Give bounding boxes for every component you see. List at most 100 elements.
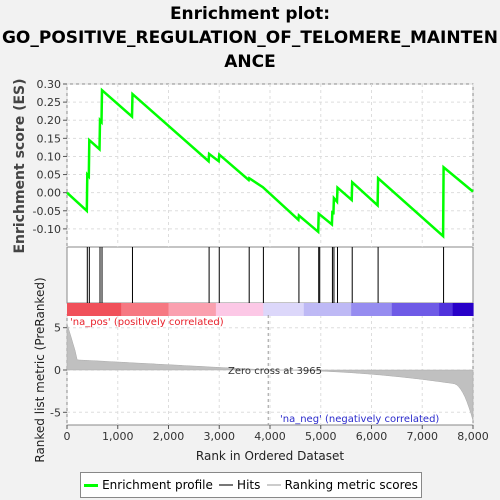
color-bar-segment bbox=[330, 303, 339, 316]
es-tick-label: -0.10 bbox=[33, 223, 61, 236]
color-bar-segment bbox=[391, 303, 400, 316]
color-bar-segment bbox=[283, 303, 291, 316]
x-tick-label: 7,000 bbox=[407, 430, 439, 443]
color-bar-segment bbox=[371, 303, 379, 316]
metric-tick-label: -5 bbox=[50, 406, 61, 419]
color-bar-segment bbox=[324, 303, 332, 316]
color-bar-segment bbox=[73, 303, 82, 316]
x-tick-label: 4,000 bbox=[254, 430, 286, 443]
color-bar-segment bbox=[127, 303, 136, 316]
x-axis-label: Rank in Ordered Dataset bbox=[196, 449, 344, 463]
es-tick-label: 0.25 bbox=[37, 96, 62, 109]
x-ticks: 0 1,000 2,000 3,000 4,000 5,000 6,000 7,000 8,00… bbox=[64, 425, 489, 443]
ranking-metric-area bbox=[66, 323, 474, 421]
es-tick-label: 0.20 bbox=[37, 114, 62, 127]
legend-label-profile: Enrichment profile bbox=[102, 478, 213, 492]
color-bar-segment bbox=[425, 303, 433, 316]
color-bar-segment bbox=[195, 303, 203, 316]
color-bar-segment bbox=[385, 303, 393, 316]
color-bar-segment bbox=[378, 303, 386, 316]
legend-item-metric: Ranking metric scores bbox=[266, 478, 418, 492]
color-bar-segment bbox=[202, 303, 210, 316]
color-bar-segment bbox=[141, 303, 149, 316]
color-bar-segment bbox=[215, 303, 224, 316]
chart-title: Enrichment plot: GO_POSITIVE_REGULATION_… bbox=[0, 2, 500, 74]
legend-swatch-metric bbox=[266, 484, 281, 486]
color-bar-segment bbox=[175, 303, 183, 316]
hits-panel bbox=[66, 246, 474, 304]
color-bar-segment bbox=[263, 303, 271, 316]
color-bar-segment bbox=[297, 303, 305, 316]
metric-tick-label: 0 bbox=[54, 364, 61, 377]
color-bar-segment bbox=[351, 303, 359, 316]
color-bar-segment bbox=[134, 303, 143, 316]
legend: Enrichment profile Hits Ranking metric s… bbox=[80, 472, 422, 498]
color-bar-segment bbox=[100, 303, 109, 316]
es-tick-label: 0.05 bbox=[37, 169, 62, 182]
metric-y-ticks: 5 0 -5 bbox=[50, 322, 67, 419]
metric-axis-label: Ranked list metric (PreRanked) bbox=[33, 277, 47, 462]
title-line-3: ANCE bbox=[224, 52, 276, 72]
rank-color-bar bbox=[67, 303, 474, 316]
es-axis-label: Enrichment score (ES) bbox=[12, 78, 28, 253]
color-bar-segment bbox=[154, 303, 163, 316]
es-grid bbox=[66, 83, 474, 247]
es-tick-label: 0.15 bbox=[37, 132, 62, 145]
x-tick-label: 6,000 bbox=[356, 430, 388, 443]
legend-swatch-profile bbox=[84, 483, 99, 487]
color-bar-segment bbox=[209, 303, 217, 316]
es-tick-label: 0.00 bbox=[37, 187, 62, 200]
zero-cross-label: Zero cross at 3965 bbox=[228, 366, 322, 377]
title-line-1: Enrichment plot: bbox=[169, 4, 331, 24]
color-bar-segment bbox=[310, 303, 318, 316]
color-bar-segment bbox=[249, 303, 258, 316]
color-bar-segment bbox=[161, 303, 170, 316]
es-y-ticks: 0.30 0.25 0.20 0.15 0.10 0.05 0.00 -0.05 -0.10 bbox=[33, 78, 67, 236]
color-bar-segment bbox=[236, 303, 244, 316]
color-bar-segment bbox=[182, 303, 190, 316]
x-tick-label: 2,000 bbox=[153, 430, 185, 443]
es-tick-label: 0.10 bbox=[37, 150, 62, 163]
color-bar-segment bbox=[80, 303, 88, 316]
color-bar-segment bbox=[67, 303, 75, 316]
color-bar-segment bbox=[459, 303, 467, 316]
x-tick-label: 3,000 bbox=[204, 430, 236, 443]
color-bar-segment bbox=[87, 303, 95, 316]
color-bar-segment bbox=[405, 303, 413, 316]
color-bar-segment bbox=[222, 303, 230, 316]
color-bar-segment bbox=[270, 303, 278, 316]
enrichment-profile-line bbox=[66, 87, 474, 239]
color-bar-segment bbox=[114, 303, 122, 316]
color-bar-segment bbox=[337, 303, 346, 316]
color-bar-segment bbox=[344, 303, 352, 316]
neg-correlated-label: 'na_neg' (negatively correlated) bbox=[280, 414, 439, 425]
legend-swatch-hits bbox=[219, 484, 234, 486]
color-bar-segment bbox=[357, 303, 366, 316]
legend-label-metric: Ranking metric scores bbox=[284, 478, 418, 492]
color-bar-segment bbox=[188, 303, 197, 316]
color-bar-segment bbox=[256, 303, 264, 316]
pos-correlated-label: 'na_pos' (positively correlated) bbox=[70, 317, 224, 328]
title-line-2: GO_POSITIVE_REGULATION_OF_TELOMERE_MAINT… bbox=[1, 28, 499, 48]
es-panel bbox=[66, 83, 474, 248]
x-tick-label: 0 bbox=[64, 430, 71, 443]
color-bar-segment bbox=[466, 303, 474, 316]
color-bar-segment bbox=[398, 303, 406, 316]
color-bar-segment bbox=[290, 303, 298, 316]
color-bar-segment bbox=[229, 303, 237, 316]
color-bar-segment bbox=[452, 303, 461, 316]
x-tick-label: 1,000 bbox=[102, 430, 134, 443]
color-bar-segment bbox=[364, 303, 373, 316]
color-bar-segment bbox=[418, 303, 427, 316]
legend-item-hits: Hits bbox=[219, 478, 260, 492]
color-bar-segment bbox=[439, 303, 447, 316]
x-tick-label: 8,000 bbox=[457, 430, 489, 443]
hit-markers bbox=[86, 247, 445, 303]
color-bar-segment bbox=[317, 303, 325, 316]
color-bar-segment bbox=[432, 303, 440, 316]
color-bar-segment bbox=[303, 303, 312, 316]
color-bar-segment bbox=[276, 303, 285, 316]
legend-item-profile: Enrichment profile bbox=[84, 478, 213, 492]
color-bar-segment bbox=[148, 303, 156, 316]
